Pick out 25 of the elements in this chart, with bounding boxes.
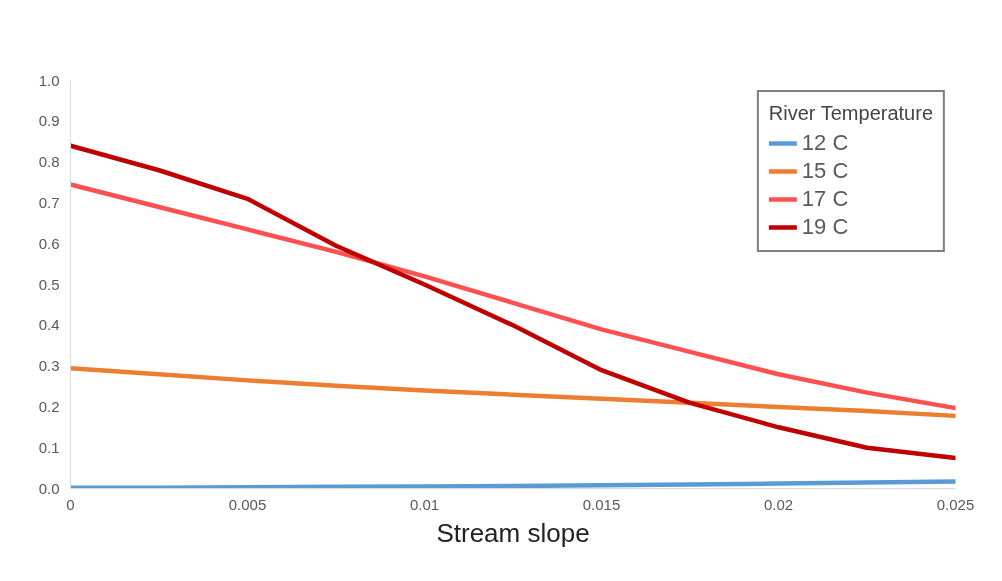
x-tick-label: 0.005 [228, 495, 267, 513]
y-tick-label: 0.7 [38, 193, 60, 211]
x-tick-label: 0.025 [936, 495, 975, 513]
x-tick-label: 0.015 [582, 495, 621, 513]
y-tick-label: 0.1 [38, 438, 60, 456]
line-series [70, 365, 956, 419]
legend-label: 17 C [801, 186, 849, 212]
y-tick-label: 0.6 [38, 234, 60, 252]
line-series [70, 182, 956, 411]
y-tick-label: 0.0 [38, 479, 60, 497]
legend-label: 15 C [801, 158, 849, 184]
y-tick-label: 1.0 [38, 71, 60, 89]
x-axis-title: Stream slope [436, 517, 590, 548]
y-tick-label: 0.4 [38, 316, 60, 334]
x-tick-label: 0.02 [763, 495, 794, 513]
y-tick-label: 0.8 [38, 153, 60, 171]
y-tick-label: 0.9 [38, 112, 60, 130]
x-tick-label: 0 [66, 495, 75, 513]
y-tick-label: 0.5 [38, 275, 60, 293]
legend-label: 12 C [801, 130, 849, 156]
y-tick-label: 0.3 [38, 357, 60, 375]
legend-title: River Temperature [768, 102, 933, 125]
y-tick-label: 0.2 [38, 397, 60, 415]
x-tick-label: 0.01 [409, 495, 440, 513]
legend-label: 19 C [801, 214, 849, 240]
